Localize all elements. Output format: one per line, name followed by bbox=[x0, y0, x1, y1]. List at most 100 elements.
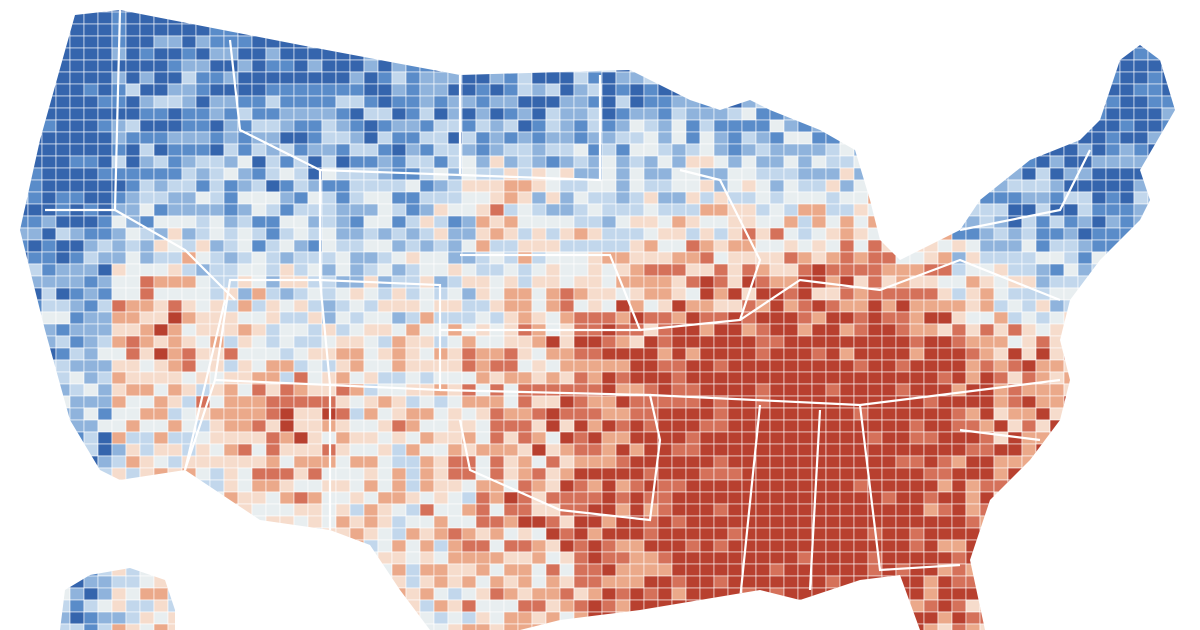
county bbox=[657, 143, 673, 157]
county bbox=[503, 23, 519, 37]
county bbox=[503, 83, 519, 97]
county bbox=[1035, 551, 1051, 565]
county bbox=[573, 527, 589, 541]
county bbox=[503, 419, 519, 433]
county bbox=[1035, 383, 1051, 397]
county bbox=[69, 311, 85, 325]
county bbox=[853, 167, 869, 181]
county bbox=[1021, 71, 1037, 85]
county bbox=[447, 35, 463, 49]
county bbox=[1035, 575, 1051, 589]
county bbox=[153, 251, 169, 265]
county bbox=[601, 563, 617, 577]
county bbox=[867, 83, 883, 97]
county bbox=[559, 431, 575, 445]
county bbox=[769, 599, 785, 613]
county bbox=[223, 203, 239, 217]
county bbox=[349, 587, 365, 601]
county bbox=[965, 167, 981, 181]
county bbox=[965, 599, 981, 613]
county bbox=[405, 227, 421, 241]
county bbox=[0, 444, 14, 456]
county bbox=[41, 515, 57, 529]
county bbox=[909, 407, 925, 421]
county bbox=[321, 131, 337, 145]
county bbox=[349, 167, 365, 181]
county bbox=[629, 11, 645, 25]
county bbox=[769, 71, 785, 85]
county bbox=[993, 407, 1009, 421]
county bbox=[111, 263, 127, 277]
county bbox=[237, 359, 253, 373]
county bbox=[1091, 623, 1107, 630]
county bbox=[447, 503, 463, 517]
county bbox=[209, 107, 225, 121]
county bbox=[629, 359, 645, 373]
county bbox=[279, 167, 295, 181]
county bbox=[811, 71, 827, 85]
county bbox=[713, 551, 729, 565]
county bbox=[685, 455, 701, 469]
county bbox=[601, 119, 617, 133]
county bbox=[1049, 119, 1065, 133]
county bbox=[181, 155, 197, 169]
county bbox=[1021, 383, 1037, 397]
county bbox=[671, 527, 687, 541]
county bbox=[363, 479, 379, 493]
county bbox=[643, 131, 659, 145]
county bbox=[1105, 71, 1121, 85]
county bbox=[475, 599, 491, 613]
county bbox=[223, 527, 239, 541]
county bbox=[1190, 600, 1200, 612]
county bbox=[755, 563, 771, 577]
county bbox=[419, 503, 435, 517]
county bbox=[181, 179, 197, 193]
county bbox=[573, 215, 589, 229]
county bbox=[979, 587, 995, 601]
county bbox=[195, 299, 211, 313]
county bbox=[1035, 179, 1051, 193]
county bbox=[755, 107, 771, 121]
county bbox=[727, 119, 743, 133]
county bbox=[685, 539, 701, 553]
county bbox=[1077, 275, 1093, 289]
county bbox=[587, 203, 603, 217]
county bbox=[405, 419, 421, 433]
county bbox=[20, 155, 29, 169]
county bbox=[937, 371, 953, 385]
county bbox=[671, 263, 687, 277]
county bbox=[209, 599, 225, 613]
county bbox=[377, 419, 393, 433]
county bbox=[97, 431, 113, 445]
county bbox=[895, 251, 911, 265]
county bbox=[825, 551, 841, 565]
county bbox=[727, 95, 743, 109]
county bbox=[251, 599, 267, 613]
county bbox=[125, 503, 141, 517]
county bbox=[1021, 455, 1037, 469]
county bbox=[853, 347, 869, 361]
county bbox=[1133, 11, 1149, 25]
county bbox=[405, 335, 421, 349]
county bbox=[139, 515, 155, 529]
county bbox=[867, 35, 883, 49]
county bbox=[349, 191, 365, 205]
county bbox=[923, 371, 939, 385]
county bbox=[307, 10, 323, 13]
county bbox=[853, 95, 869, 109]
county bbox=[937, 515, 953, 529]
county bbox=[335, 599, 351, 613]
county bbox=[433, 95, 449, 109]
county bbox=[83, 23, 99, 37]
county bbox=[55, 107, 71, 121]
county bbox=[629, 347, 645, 361]
county bbox=[489, 179, 505, 193]
county bbox=[55, 479, 71, 493]
county bbox=[895, 575, 911, 589]
county bbox=[615, 551, 631, 565]
county bbox=[419, 263, 435, 277]
county bbox=[867, 47, 883, 61]
county bbox=[1176, 312, 1190, 324]
county bbox=[1147, 347, 1163, 361]
county bbox=[741, 107, 757, 121]
